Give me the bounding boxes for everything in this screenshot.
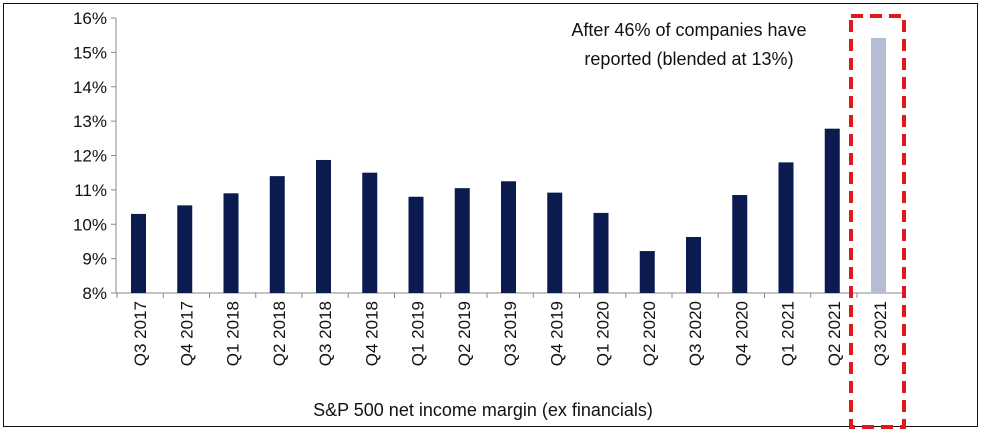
x-axis-label: S&P 500 net income margin (ex financials… — [313, 400, 653, 420]
annotation-line-2: reported (blended at 13%) — [584, 49, 793, 69]
x-tick-label: Q1 2020 — [594, 301, 613, 366]
bar — [778, 162, 794, 293]
x-tick-label: Q1 2021 — [779, 301, 798, 366]
bar — [501, 181, 516, 293]
x-tick-label: Q4 2019 — [547, 301, 566, 366]
y-tick-label: 14% — [73, 78, 107, 97]
bar — [732, 195, 748, 293]
bar — [686, 236, 701, 293]
x-tick-label: Q3 2020 — [686, 301, 705, 366]
bar — [547, 192, 563, 293]
y-tick-label: 11% — [74, 181, 107, 200]
bar — [223, 193, 239, 293]
x-tick-label: Q2 2020 — [640, 301, 659, 366]
x-tick-label: Q4 2017 — [177, 301, 196, 366]
bar — [593, 212, 609, 293]
bar — [824, 128, 840, 293]
y-tick-label: 8% — [82, 284, 107, 303]
highlight-box — [849, 14, 906, 429]
y-tick-label: 16% — [73, 9, 107, 28]
bar — [408, 196, 424, 293]
x-tick-label: Q1 2019 — [409, 301, 428, 366]
annotation-line-1: After 46% of companies have — [571, 20, 806, 40]
x-tick-label: Q2 2021 — [825, 301, 844, 366]
bar — [269, 176, 285, 293]
bar — [454, 188, 470, 293]
y-tick-label: 12% — [73, 147, 107, 166]
x-tick-label: Q4 2018 — [362, 301, 381, 366]
x-tick-label: Q2 2019 — [455, 301, 474, 366]
x-tick-label: Q2 2018 — [270, 301, 289, 366]
x-tick-label: Q3 2021 — [871, 301, 890, 366]
bar — [316, 159, 331, 293]
x-tick-label: Q3 2018 — [316, 301, 335, 366]
x-tick-label: Q3 2019 — [501, 301, 520, 366]
y-tick-label: 15% — [73, 43, 107, 62]
x-tick-label: Q1 2018 — [224, 301, 243, 366]
chart-frame — [3, 3, 978, 427]
bar — [639, 251, 655, 293]
bar — [177, 205, 193, 293]
bar — [871, 37, 886, 293]
x-tick-label: Q3 2017 — [131, 301, 150, 366]
y-tick-label: 10% — [73, 215, 107, 234]
bar — [362, 172, 378, 293]
y-tick-label: 13% — [73, 112, 107, 131]
x-tick-label: Q4 2020 — [732, 301, 751, 366]
bar — [131, 213, 146, 293]
y-tick-label: 9% — [82, 250, 107, 269]
